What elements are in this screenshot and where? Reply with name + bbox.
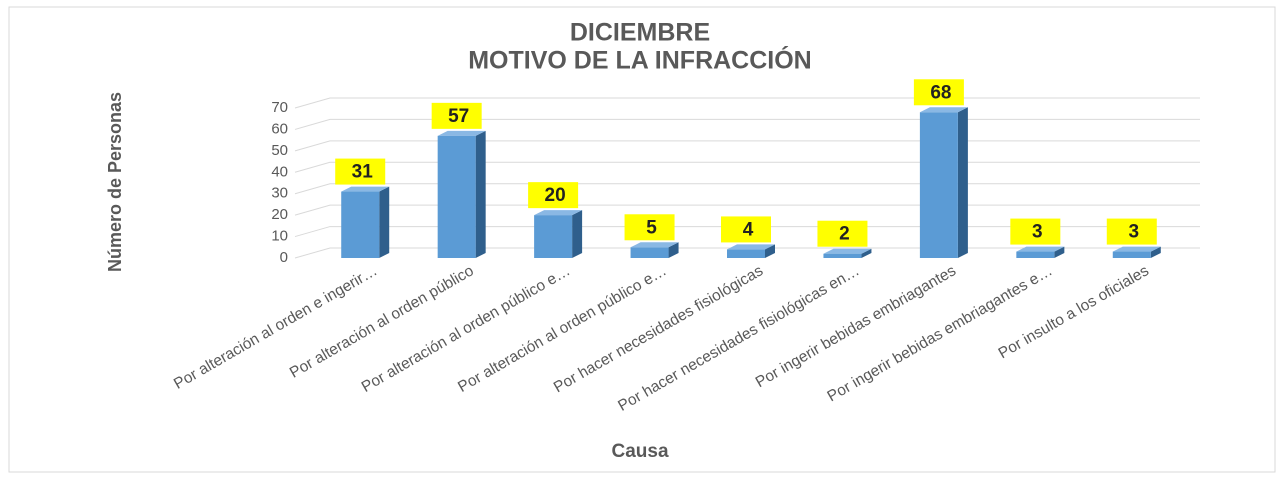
value-label-bg — [528, 182, 579, 209]
y-tick-label: 10 — [271, 228, 288, 245]
bar-side — [861, 248, 872, 258]
y-tick-label: 40 — [271, 163, 288, 180]
value-label: 4 — [743, 219, 754, 240]
bar-side — [1150, 246, 1161, 258]
value-label-bg — [1106, 218, 1157, 245]
bar — [534, 215, 573, 258]
value-label: 5 — [646, 217, 657, 238]
bar — [1112, 251, 1151, 258]
bar — [1016, 251, 1055, 258]
bar-side — [379, 186, 390, 258]
value-label: 3 — [1128, 222, 1139, 243]
value-label: 31 — [352, 162, 374, 183]
chart-title: MOTIVO DE LA INFRACCIÓN — [468, 45, 812, 75]
grid-line — [294, 247, 1200, 259]
bar-side — [1054, 246, 1065, 258]
y-tick-label: 50 — [271, 142, 288, 159]
value-label-bg — [913, 79, 964, 106]
value-label-bg — [1010, 218, 1061, 245]
bar-top — [1112, 246, 1161, 252]
value-label: 20 — [545, 185, 566, 206]
grid-line — [294, 118, 1200, 130]
grid-line — [294, 161, 1200, 173]
bar-side — [765, 244, 775, 258]
y-tick-label: 0 — [280, 249, 288, 266]
bar-top — [341, 186, 390, 192]
bar-side — [957, 107, 968, 259]
value-label-bg — [624, 214, 675, 241]
grid-line — [294, 183, 1200, 195]
value-label-bg — [431, 102, 482, 129]
x-axis-label: Causa — [611, 441, 668, 462]
value-label: 68 — [930, 82, 951, 103]
bar-top — [630, 242, 679, 248]
bar — [630, 247, 669, 258]
value-label-bg — [721, 216, 771, 243]
grid-line — [294, 226, 1200, 238]
bar — [437, 135, 476, 258]
bar — [919, 112, 958, 259]
bar-top — [823, 248, 872, 254]
bar-top — [919, 107, 968, 113]
grid-line — [294, 97, 1200, 109]
grid-line — [294, 140, 1200, 152]
chart-title: DICIEMBRE — [570, 19, 710, 47]
bar — [727, 249, 765, 258]
y-tick-label: 60 — [271, 120, 288, 137]
bar-side — [668, 242, 679, 258]
bar-top — [534, 210, 583, 216]
value-label-bg — [817, 220, 868, 247]
bar-top — [727, 244, 775, 250]
bar-side — [475, 130, 486, 258]
y-tick-label: 30 — [271, 185, 288, 202]
value-label: 3 — [1032, 222, 1043, 243]
bar — [341, 191, 380, 258]
y-tick-label: 20 — [271, 206, 288, 223]
y-tick-label: 70 — [271, 99, 288, 116]
bar-top — [437, 130, 486, 136]
grid-line — [294, 204, 1200, 216]
bar-top — [1016, 246, 1065, 252]
y-axis-label: Número de Personas — [105, 92, 125, 272]
value-label-bg — [335, 158, 386, 185]
bar — [823, 253, 862, 258]
value-label: 2 — [839, 224, 850, 245]
value-label: 57 — [448, 106, 469, 127]
bar-side — [572, 210, 583, 258]
